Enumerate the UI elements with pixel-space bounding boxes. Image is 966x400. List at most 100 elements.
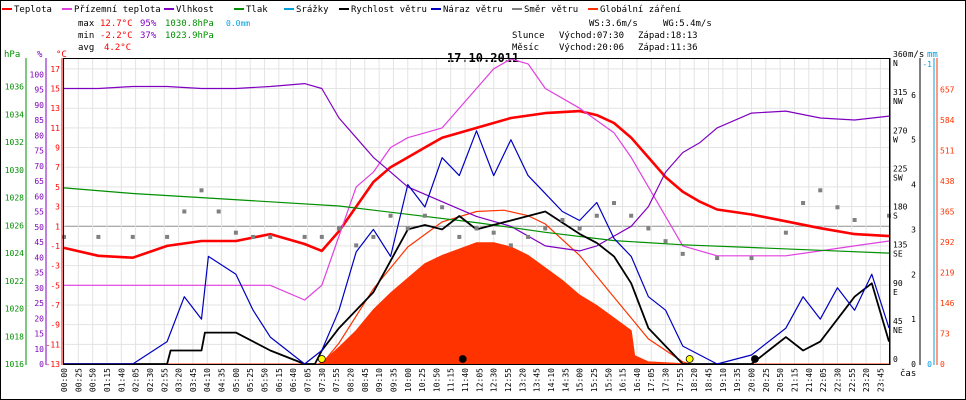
humidity-tick-label: 20 [34, 314, 44, 323]
wind-direction-point [715, 256, 720, 261]
radiation-tick-label: 657 [940, 86, 955, 95]
legend-label-vlhkost: Vlhkost [176, 5, 214, 15]
temperature-tick-label: -7 [50, 301, 60, 310]
humidity-tick-label: 40 [34, 253, 44, 262]
stat-min-label: min [78, 31, 94, 41]
x-tick-label: 12:30 [490, 368, 499, 392]
pressure-tick-label: 1016 [5, 360, 24, 369]
x-tick-label: 17:30 [662, 368, 671, 392]
pressure-tick-label: 1030 [5, 166, 24, 175]
humidity-tick-label: 100 [30, 70, 45, 79]
wind-direction-point [165, 234, 170, 239]
humidity-tick-label: 35 [34, 269, 44, 278]
wind-direction-point [508, 243, 513, 248]
x-tick-label: 17:55 [676, 368, 685, 392]
pressure-tick-label: 1020 [5, 305, 24, 314]
humidity-tick-label: 0 [39, 360, 44, 369]
direction-tick-label: 45 [893, 317, 903, 326]
x-tick-label: 06:15 [275, 368, 284, 392]
rain-tick-label: -1 [922, 60, 932, 69]
sunset-marker [685, 355, 694, 363]
x-tick-label: 17:05 [647, 368, 656, 392]
humidity-tick-label: 90 [34, 101, 44, 110]
x-tick-label: 19:35 [733, 368, 742, 392]
stat-max-temp: 12.7°C [100, 19, 133, 29]
info-moonrise: Východ:20:06 [559, 43, 624, 53]
x-tick-label: 00:25 [74, 368, 83, 392]
wind-direction-point [612, 201, 616, 206]
radiation-tick-label: 73 [940, 330, 950, 339]
legend-label-tlak: Tlak [246, 5, 268, 15]
x-tick-label: 22:55 [848, 368, 857, 392]
x-tick-label: 05:25 [246, 368, 255, 392]
info-sun-label: Slunce [512, 31, 545, 41]
info-moonset: Západ:11:36 [638, 43, 698, 53]
humidity-tick-label: 45 [34, 238, 44, 247]
wind-direction-point [749, 256, 754, 261]
x-tick-label: 06:40 [289, 368, 298, 392]
legend-label-prizemni-teplota: Přízemní teplota [74, 5, 161, 15]
info-wg: WG:5.4m/s [663, 19, 712, 29]
x-tick-label: 10:00 [404, 368, 413, 392]
legend-label-teplota: Teplota [14, 5, 52, 15]
wind-direction-point [422, 213, 427, 218]
radiation-tick-label: 146 [940, 299, 955, 308]
x-tick-label: 13:45 [533, 368, 542, 392]
x-tick-label: 21:15 [790, 368, 799, 392]
stat-min-temp: -2.2°C [100, 31, 133, 41]
pressure-tick-label: 1026 [5, 221, 24, 230]
wind-direction-point [251, 234, 256, 239]
wind-direction-point [130, 234, 135, 239]
radiation-tick-label: 584 [940, 116, 955, 125]
pressure-tick-label: 1018 [5, 332, 24, 341]
info-moon-label: Měsíc [512, 43, 539, 53]
wind-direction-point [319, 234, 324, 239]
legend-label-srazky: Srážky [296, 5, 329, 15]
x-tick-label: 15:25 [590, 368, 599, 392]
wind-direction-point [801, 201, 806, 206]
pressure-tick-label: 1022 [5, 277, 24, 286]
humidity-tick-label: 10 [34, 345, 44, 354]
pressure-tick-label: 1024 [5, 249, 24, 258]
temperature-tick-label: -11 [46, 340, 61, 349]
temperature-tick-label: -1 [50, 242, 60, 251]
wind-direction-point [388, 213, 393, 218]
wind-direction-point [835, 205, 840, 210]
x-tick-label: 05:50 [261, 368, 270, 392]
x-tick-label: 02:05 [132, 368, 141, 392]
direction-tick-label: 135 [893, 241, 908, 250]
temperature-tick-label: 17 [50, 65, 60, 74]
x-tick-label: 03:20 [175, 368, 184, 392]
wind-direction-point [405, 226, 410, 231]
moonset-marker [458, 355, 467, 363]
x-tick-label: 14:10 [547, 368, 556, 392]
radiation-tick-label: 511 [940, 147, 955, 156]
x-tick-label: 07:05 [303, 368, 312, 392]
temperature-tick-label: -9 [50, 321, 60, 330]
direction-tick-label: 225 [893, 164, 908, 173]
wind-direction-point [199, 188, 204, 193]
wind-direction-point [783, 230, 788, 235]
temperature-tick-label: -3 [50, 262, 60, 271]
legend-label-naraz-vetru: Náraz větru [443, 5, 503, 15]
x-tick-label: 23:20 [862, 368, 871, 392]
direction-tick-label: 270 [893, 126, 908, 135]
info-ws: WS:3.6m/s [589, 19, 638, 29]
direction-tick-compass: NW [893, 97, 903, 106]
wind-direction-point [302, 234, 307, 239]
temperature-tick-label: 7 [55, 163, 60, 172]
x-tick-label: 13:20 [518, 368, 527, 392]
temperature-tick-label: 1 [55, 222, 60, 231]
pressure-tick-label: 1036 [5, 83, 24, 92]
x-tick-label: 03:45 [189, 368, 198, 392]
direction-tick-compass: N [893, 59, 898, 68]
x-tick-label: 00:00 [60, 368, 69, 392]
direction-tick-compass: E [893, 288, 898, 297]
x-tick-label: 05:00 [232, 368, 241, 392]
rain-tick-label: 0 [927, 360, 932, 369]
x-tick-label: 12:55 [504, 368, 513, 392]
x-tick-label: 15:50 [604, 368, 613, 392]
stat-min-hum: 37% [140, 31, 157, 41]
stat-max-rain: 0.0mm [226, 19, 250, 28]
